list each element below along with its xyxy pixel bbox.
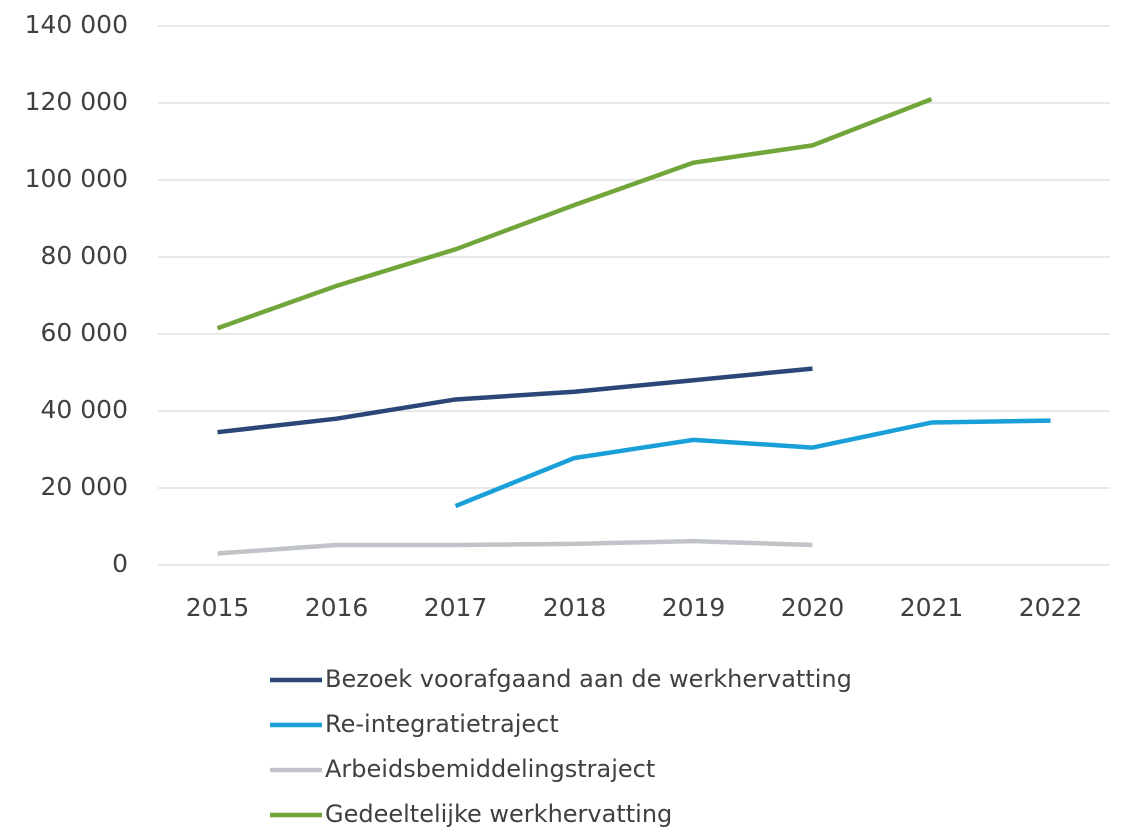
legend-label: Bezoek voorafgaand aan de werkhervatting xyxy=(325,665,852,693)
x-tick-label: 2020 xyxy=(781,593,845,622)
x-tick-label: 2017 xyxy=(424,593,488,622)
legend-label: Re-integratietraject xyxy=(325,710,559,738)
x-tick-label: 2019 xyxy=(662,593,726,622)
y-tick-label: 40 000 xyxy=(41,395,128,424)
x-tick-label: 2018 xyxy=(543,593,607,622)
y-tick-label: 140 000 xyxy=(25,10,128,39)
x-tick-label: 2015 xyxy=(186,593,250,622)
legend-label: Arbeidsbemiddelingstraject xyxy=(325,755,655,783)
y-tick-label: 60 000 xyxy=(41,318,128,347)
y-tick-label: 20 000 xyxy=(41,472,128,501)
series-line xyxy=(217,538,813,556)
series-line xyxy=(454,418,1051,509)
y-tick-label: 100 000 xyxy=(25,164,128,193)
series-line xyxy=(216,97,933,331)
series-line xyxy=(217,366,813,435)
x-tick-label: 2022 xyxy=(1019,593,1083,622)
x-tick-label: 2016 xyxy=(305,593,369,622)
legend-label: Gedeeltelijke werkhervatting xyxy=(325,800,672,828)
y-tick-label: 80 000 xyxy=(41,241,128,270)
x-tick-label: 2021 xyxy=(900,593,964,622)
y-tick-label: 0 xyxy=(112,549,128,578)
y-tick-label: 120 000 xyxy=(25,87,128,116)
